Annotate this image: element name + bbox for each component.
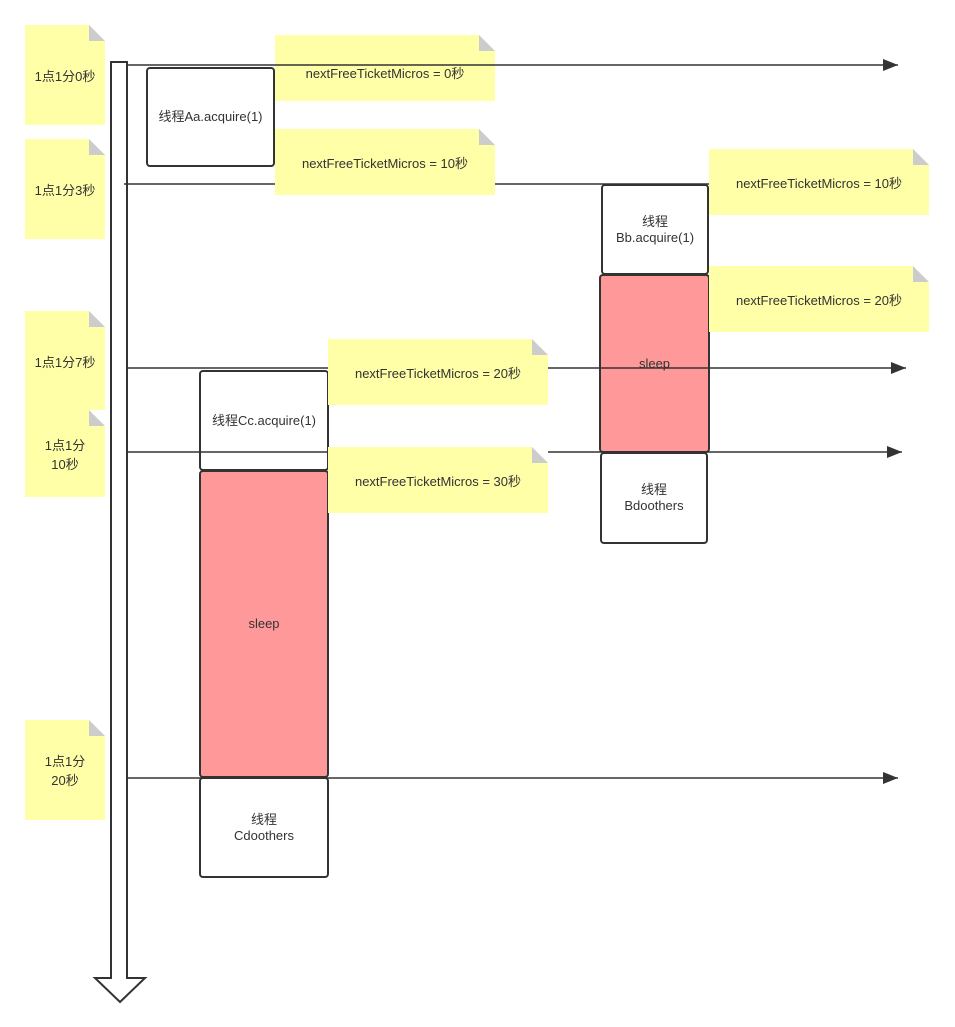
value-note: nextFreeTicketMicros = 20秒 bbox=[328, 339, 548, 405]
thread-a-acquire-box: 线程Aa.acquire(1) bbox=[146, 67, 275, 167]
thread-c-others-box: 线程Cdoothers bbox=[199, 777, 329, 878]
value-note: nextFreeTicketMicros = 30秒 bbox=[328, 447, 548, 513]
time-axis-arrow bbox=[92, 61, 148, 1004]
value-note: nextFreeTicketMicros = 0秒 bbox=[275, 35, 495, 101]
value-note: nextFreeTicketMicros = 20秒 bbox=[709, 266, 929, 332]
time-note-3: 1点1分3秒 bbox=[25, 139, 105, 239]
time-note-0: 1点1分0秒 bbox=[25, 25, 105, 125]
value-note: nextFreeTicketMicros = 10秒 bbox=[709, 149, 929, 215]
thread-c-sleep-box: sleep bbox=[199, 470, 329, 778]
time-note-7: 1点1分7秒 bbox=[25, 311, 105, 411]
thread-b-acquire-box: 线程Bb.acquire(1) bbox=[601, 184, 709, 275]
thread-b-sleep-box: sleep bbox=[599, 274, 710, 453]
value-note: nextFreeTicketMicros = 10秒 bbox=[275, 129, 495, 195]
time-note-10: 1点1分10秒 bbox=[25, 410, 105, 497]
thread-b-others-box: 线程Bdoothers bbox=[600, 452, 708, 544]
time-note-20: 1点1分20秒 bbox=[25, 720, 105, 820]
